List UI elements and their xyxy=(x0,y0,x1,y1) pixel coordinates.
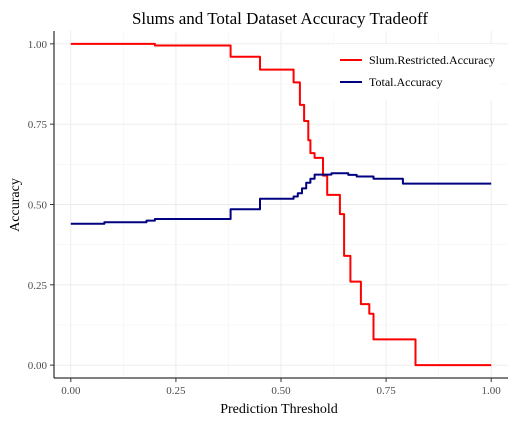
y-tick-label: 0.25 xyxy=(28,280,48,292)
series-line-total-accuracy xyxy=(70,172,492,225)
y-axis-label: Accuracy xyxy=(8,178,23,232)
y-tick-label: 0.75 xyxy=(28,119,48,131)
y-tick-label: 1.00 xyxy=(28,39,48,51)
series-line-slum-restricted-accuracy xyxy=(70,42,492,367)
ticks: 0.00 0.25 0.50 0.75 1.00 0.00 0.25 0.50 0.75 1.00 xyxy=(28,39,502,397)
chart-title: Slums and Total Dataset Accuracy Tradeof… xyxy=(132,9,428,28)
legend-background xyxy=(333,44,499,100)
x-tick-label: 0.75 xyxy=(376,385,396,397)
legend-label-slum: Slum.Restricted.Accuracy xyxy=(369,53,495,67)
x-tick-label: 0.25 xyxy=(166,385,186,397)
x-tick-label: 0.00 xyxy=(61,385,81,397)
x-axis-label: Prediction Threshold xyxy=(220,402,338,417)
legend-label-total: Total.Accuracy xyxy=(369,75,442,89)
y-tick-label: 0.50 xyxy=(28,200,48,212)
legend: Slum.Restricted.Accuracy Total.Accuracy xyxy=(333,44,499,100)
y-tick-label: 0.00 xyxy=(28,360,48,372)
series-layer xyxy=(70,42,492,367)
x-tick-label: 0.50 xyxy=(271,385,291,397)
x-tick-label: 1.00 xyxy=(482,385,502,397)
